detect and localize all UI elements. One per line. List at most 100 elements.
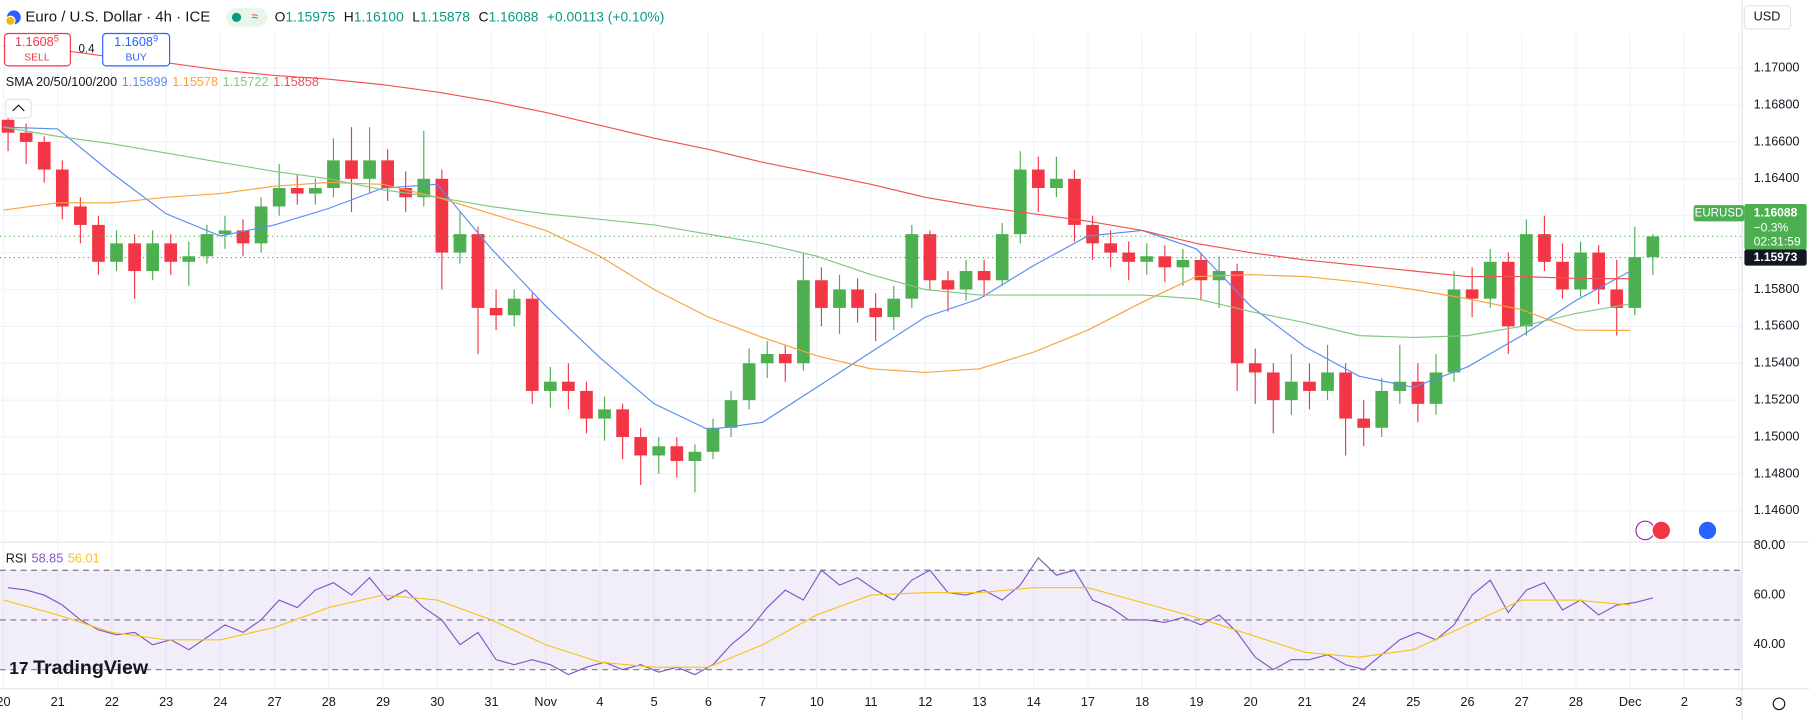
candle-body <box>345 160 358 179</box>
y-tick-label: 1.14800 <box>1754 466 1800 480</box>
candle-body <box>1122 252 1136 262</box>
x-tick-label: 18 <box>1135 695 1149 709</box>
brand-logo[interactable]: 17 TradingView <box>9 657 149 679</box>
candle-body <box>887 298 901 318</box>
x-tick-label: 19 <box>1189 695 1203 709</box>
candle-body <box>200 234 214 257</box>
ohlc-value: 1.15975 <box>285 8 335 24</box>
currency-button[interactable] <box>1743 5 1792 30</box>
sma-value: 1.15858 <box>273 76 319 90</box>
candle-body <box>1176 259 1190 268</box>
candle-body <box>1050 178 1063 189</box>
labels: 20212223242728293031Nov45671011121314171… <box>0 60 1807 709</box>
x-tick-label: 29 <box>376 695 390 709</box>
candle-body <box>1266 372 1280 401</box>
candle-body <box>905 234 919 299</box>
ohlc-values: O1.15975 H1.16100 L1.15878 C1.16088 +0.0… <box>275 8 665 24</box>
x-tick-label: 17 <box>1081 695 1095 709</box>
candle-body <box>290 188 304 194</box>
sell-button[interactable] <box>4 32 71 67</box>
candle-body <box>1339 372 1352 419</box>
x-tick-label: 26 <box>1460 695 1474 709</box>
candle-body <box>1501 261 1515 327</box>
buy-button[interactable] <box>102 32 171 67</box>
event-icon[interactable] <box>1651 520 1672 541</box>
rsi-tick-label: 40.00 <box>1754 637 1786 651</box>
ohlc-key: O <box>275 8 286 24</box>
symbol-tag <box>1693 205 1745 222</box>
x-tick-label: 12 <box>918 695 932 709</box>
candle-body <box>652 446 666 456</box>
candle-body <box>1248 363 1262 373</box>
spread: 0.4 <box>79 44 96 56</box>
candle-body <box>381 160 394 189</box>
candle-body <box>1104 243 1117 253</box>
x-tick-label: 22 <box>105 695 119 709</box>
candle-body <box>580 390 593 419</box>
candle-body <box>598 409 611 419</box>
candle-body <box>254 206 268 244</box>
collapse-button[interactable] <box>5 98 32 119</box>
y-tick-label: 1.15800 <box>1754 282 1800 296</box>
candle-body <box>1646 236 1660 258</box>
candle-body <box>616 409 629 438</box>
candle-body <box>308 188 322 194</box>
sma-value: 1.15899 <box>122 76 168 90</box>
y-tick-label: 1.16400 <box>1754 171 1800 185</box>
candle-body <box>1303 381 1316 391</box>
ohlc-key: L <box>412 8 420 24</box>
y-tick-label: 1.15000 <box>1754 429 1800 443</box>
candle-body <box>815 280 828 308</box>
symbol-title[interactable]: Euro / U.S. Dollar · 4h · ICE <box>25 8 210 25</box>
candle-body <box>19 132 33 142</box>
candle-body <box>670 446 684 462</box>
x-tick-label: 21 <box>51 695 65 709</box>
x-tick-label: 25 <box>1406 695 1420 709</box>
candle-body <box>92 224 105 262</box>
candle-body <box>833 289 846 308</box>
rsi-label: RSI <box>6 552 27 566</box>
candle-body <box>688 451 702 462</box>
sell-price-main: 1.1608 <box>15 35 54 49</box>
x-tick-label: 20 <box>0 695 11 709</box>
candle-body <box>959 271 973 290</box>
buy-price-pip: 9 <box>153 34 158 44</box>
x-tick-label: 3 <box>1735 695 1742 709</box>
event-icon[interactable] <box>1697 520 1718 541</box>
candle-body <box>525 298 539 391</box>
status-icon: ≈ <box>252 10 259 24</box>
sma-line <box>3 181 1631 374</box>
x-tick-label: 6 <box>705 695 712 709</box>
candle-body <box>1447 289 1461 373</box>
rsi-value: 58.85 <box>32 552 64 566</box>
candle-body <box>543 381 557 391</box>
x-tick-label: 13 <box>972 695 986 709</box>
reference-price-label: 1.15973 <box>1754 250 1798 264</box>
settings-icon[interactable] <box>1772 697 1786 711</box>
sma-value: 1.15578 <box>172 76 218 90</box>
candle-body <box>1538 234 1551 262</box>
sell-price-pip: 5 <box>54 34 59 44</box>
candle-body <box>1592 252 1605 290</box>
buy-price-main: 1.1608 <box>114 35 153 49</box>
x-tick-label: 31 <box>484 695 498 709</box>
buy-label: BUY <box>125 53 146 64</box>
x-tick-label: 5 <box>651 695 658 709</box>
x-tick-label: 10 <box>810 695 824 709</box>
sma-line <box>3 45 1631 280</box>
sma-legend[interactable]: SMA 20/50/100/200 1.15899 1.15578 1.15722 1.… <box>6 76 319 90</box>
candle-body <box>74 206 87 225</box>
candle-body <box>272 188 286 207</box>
rsi-ma-value: 56.01 <box>68 552 100 566</box>
ohlc-value: 1.16088 <box>488 8 538 24</box>
collapse-icon <box>12 104 25 112</box>
brand-name: TradingView <box>33 657 149 679</box>
candle-body <box>1321 372 1334 391</box>
sma-value: 1.15722 <box>223 76 269 90</box>
rsi-legend[interactable]: RSI 58.85 56.01 <box>6 552 100 566</box>
candle-body <box>1013 169 1027 235</box>
sma-line <box>3 126 1631 339</box>
candle-body <box>1285 381 1298 401</box>
candle-body <box>724 400 738 428</box>
candle-body <box>869 307 883 318</box>
